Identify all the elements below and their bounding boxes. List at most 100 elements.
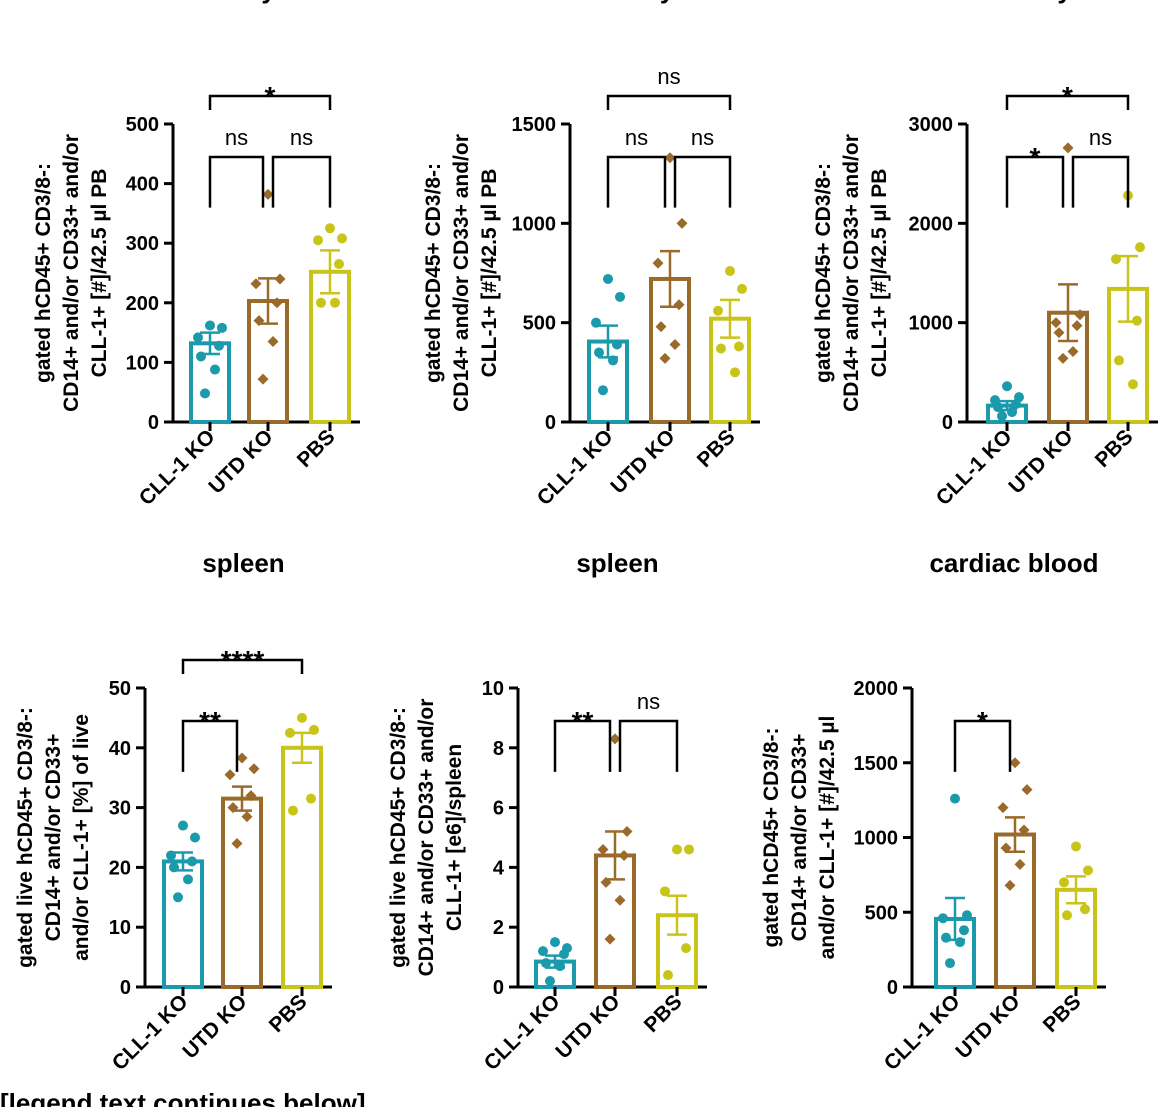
y-tick-label: 1500: [854, 753, 899, 775]
y-tick-label: 500: [523, 313, 556, 335]
significance-bracket: [208, 94, 332, 110]
data-point: [1007, 407, 1017, 418]
data-point: [313, 235, 323, 246]
data-point: [1071, 841, 1081, 852]
data-point: [1050, 317, 1062, 329]
y-tick-label: 1000: [854, 828, 899, 850]
y-tick-label: 50: [109, 678, 131, 700]
panel-4: spleen gated live hCD45+ CD3/8-: CD14+ and…: [14, 548, 332, 1075]
significance-bracket: [606, 94, 732, 110]
data-point: [713, 305, 723, 316]
category-label: PBS: [1091, 425, 1138, 472]
bar-1: [162, 859, 204, 989]
y-tick-label: 0: [942, 412, 953, 434]
data-point: [597, 843, 609, 855]
data-point: [325, 223, 335, 234]
y-axis-label-line: CD14+ and/or CD33+: [788, 734, 811, 942]
data-point: [1062, 910, 1072, 921]
data-point: [993, 402, 1003, 413]
data-point: [1128, 379, 1138, 390]
data-point: [166, 850, 176, 861]
chart-title: day 35: [231, 0, 312, 4]
y-tick-label: 8: [493, 738, 504, 760]
data-point: [669, 339, 681, 351]
data-point: [1053, 327, 1065, 339]
chart-title: cardiac blood: [929, 548, 1098, 578]
data-point: [663, 970, 673, 981]
data-point: [600, 876, 612, 888]
data-point: [285, 727, 295, 738]
y-tick-label: 0: [120, 977, 131, 999]
data-point: [1000, 842, 1012, 854]
significance-bracket: [271, 155, 332, 208]
data-point: [541, 958, 551, 969]
panel-5: spleen gated live hCD45+ CD3/8-: CD14+ and…: [387, 548, 707, 1075]
data-point: [267, 336, 279, 348]
data-point: [962, 910, 972, 921]
category-label: PBS: [293, 425, 340, 472]
significance-label: ns: [637, 689, 660, 714]
significance-label: *: [1062, 81, 1073, 112]
data-point: [676, 217, 688, 229]
data-point: [618, 849, 630, 861]
significance-label: ns: [625, 125, 648, 150]
category-label: UTD KO: [951, 990, 1024, 1063]
data-point: [612, 339, 622, 350]
data-point: [730, 367, 740, 378]
data-point: [659, 352, 671, 364]
data-point: [1011, 399, 1021, 410]
data-point: [734, 341, 744, 352]
y-axis-label-line: and/or CLL-1+ [%] of live: [70, 714, 93, 961]
data-point: [652, 257, 664, 269]
y-tick-label: 500: [126, 114, 159, 136]
data-point: [245, 790, 257, 802]
significance-bracket: [673, 155, 732, 208]
data-point: [217, 322, 227, 333]
bar-2: [221, 796, 263, 989]
data-point: [250, 278, 262, 290]
significance-label: ns: [225, 125, 248, 150]
y-tick-label: 0: [545, 412, 556, 434]
footer-text: [legend text continues below]: [0, 1088, 365, 1107]
data-point: [950, 793, 960, 804]
y-tick-label: 200: [126, 293, 159, 315]
category-label: UTD KO: [551, 990, 624, 1063]
chart-title: spleen: [576, 548, 658, 578]
data-point: [1009, 757, 1021, 769]
significance-bracket: [181, 719, 239, 772]
data-point: [196, 351, 206, 362]
significance-bracket: [606, 155, 667, 208]
significance-label: *: [1030, 142, 1041, 173]
y-axis-label-line: gated live hCD45+ CD3/8-:: [14, 707, 37, 968]
data-point: [187, 856, 197, 867]
data-point: [997, 802, 1009, 814]
data-point: [725, 266, 735, 277]
significance-label: *: [977, 706, 988, 737]
significance-bracket: [553, 719, 612, 772]
data-point: [297, 712, 307, 723]
data-point: [193, 332, 203, 343]
y-tick-label: 1000: [909, 313, 954, 335]
data-point: [1067, 345, 1079, 357]
category-label: CLL-1 KO: [880, 990, 965, 1075]
data-point: [594, 347, 604, 358]
data-point: [1059, 877, 1069, 888]
data-point: [959, 925, 969, 936]
category-label: CLL-1 KO: [108, 990, 193, 1075]
y-axis-label-line: CLL-1+ [#]/42.5 µl PB: [88, 169, 111, 378]
significance-label: ns: [290, 125, 313, 150]
data-point: [945, 958, 955, 969]
panel-2: day 49 gated hCD45+ CD3/8-:CD14+ and/or C…: [422, 0, 760, 510]
significance-bracket: [208, 155, 265, 208]
bar-2: [994, 832, 1036, 990]
data-point: [538, 946, 548, 957]
data-point: [169, 862, 179, 873]
data-point: [1114, 355, 1124, 366]
y-axis-label-line: CLL-1+ [#]/42.5 µl PB: [478, 169, 501, 378]
y-tick-label: 10: [482, 678, 504, 700]
y-axis-label-line: gated live hCD45+ CD3/8-:: [387, 707, 410, 968]
y-axis-label-line: and/or CLL-1+ [#]/42.5 µl: [816, 716, 839, 960]
data-point: [1080, 904, 1090, 915]
data-point: [938, 913, 948, 924]
